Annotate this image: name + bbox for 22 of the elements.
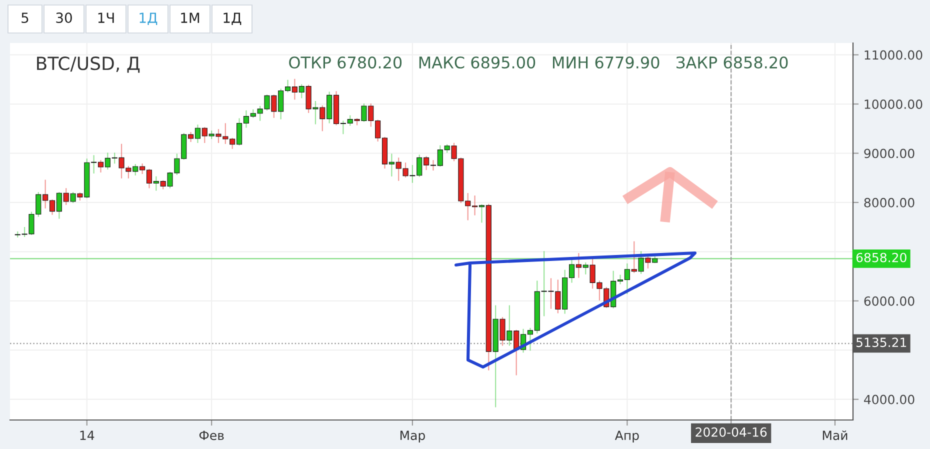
x-tick-label: Май — [822, 430, 848, 440]
text: 1Д — [140, 12, 158, 26]
ref-line-label: 6858.20 — [856, 252, 906, 262]
text: BTC/USD, Д — [37, 56, 140, 73]
text: 1М — [181, 12, 200, 23]
x-tick-label: Апр — [614, 430, 639, 443]
text: 1Ч — [98, 12, 114, 23]
x-tick-label: 2020-04-16 — [696, 427, 767, 437]
ref-line-label: 5135.21 — [856, 338, 906, 348]
y-tick-label: 10000.00 — [864, 100, 922, 109]
text: 5 — [22, 12, 28, 24]
text: 1Д — [224, 12, 242, 26]
text: ОТКР 6780.20 МАКС 6895.00 МИН 6779.90 ЗАКР 6858.20 — [289, 56, 788, 69]
y-tick-label: 4000.00 — [864, 394, 914, 404]
x-tick-label: 14 — [80, 430, 94, 440]
x-tick-label: Фев — [199, 430, 224, 440]
text: 30 — [56, 12, 72, 24]
y-tick-label: 8000.00 — [864, 198, 914, 208]
y-tick-label: 6000.00 — [864, 296, 914, 306]
x-tick-label: Мар — [400, 430, 425, 443]
y-tick-label: 9000.00 — [864, 148, 914, 158]
y-tick-label: 11000.00 — [864, 50, 922, 60]
